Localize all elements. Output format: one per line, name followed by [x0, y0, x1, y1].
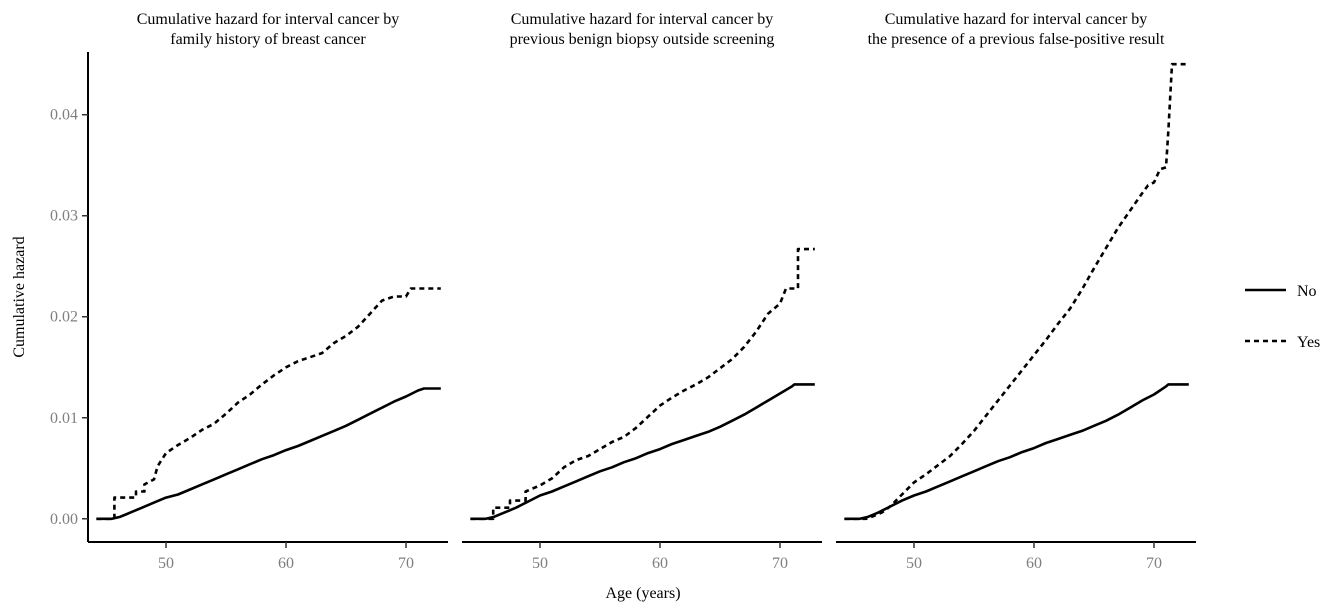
- x-tick-label: 70: [772, 555, 788, 572]
- x-tick-label: 50: [158, 555, 174, 572]
- x-axis-title: Age (years): [605, 585, 680, 602]
- y-tick-label: 0.00: [50, 511, 78, 528]
- y-axis-title: Cumulative hazard: [11, 236, 28, 357]
- panel-title-line: the presence of a previous false-positiv…: [868, 31, 1165, 48]
- series-line-no: [844, 383, 1189, 521]
- y-tick-label: 0.04: [50, 107, 78, 124]
- legend-label-yes: Yes: [1297, 334, 1320, 351]
- y-tick-label: 0.02: [50, 309, 78, 326]
- panel-title-line: Cumulative hazard for interval cancer by: [137, 11, 400, 28]
- series-line-yes: [470, 247, 815, 521]
- x-tick-label: 70: [1146, 555, 1162, 572]
- y-tick-label: 0.03: [50, 208, 78, 225]
- x-tick-label: 70: [398, 555, 414, 572]
- series-line-yes: [96, 287, 441, 521]
- panel-title-line: Cumulative hazard for interval cancer by: [511, 11, 774, 28]
- x-tick-label: 60: [278, 555, 294, 572]
- x-tick-label: 50: [906, 555, 922, 572]
- panel-title-line: family history of breast cancer: [170, 31, 366, 48]
- x-tick-label: 60: [652, 555, 668, 572]
- y-tick-label: 0.01: [50, 410, 78, 427]
- series-line-yes: [844, 62, 1189, 521]
- x-tick-label: 60: [1026, 555, 1042, 572]
- legend-label-no: No: [1297, 283, 1317, 300]
- panel-title-line: previous benign biopsy outside screening: [510, 31, 775, 48]
- series-line-no: [470, 383, 815, 521]
- x-tick-label: 50: [532, 555, 548, 572]
- panel-title-line: Cumulative hazard for interval cancer by: [885, 11, 1148, 28]
- series-line-no: [96, 387, 441, 521]
